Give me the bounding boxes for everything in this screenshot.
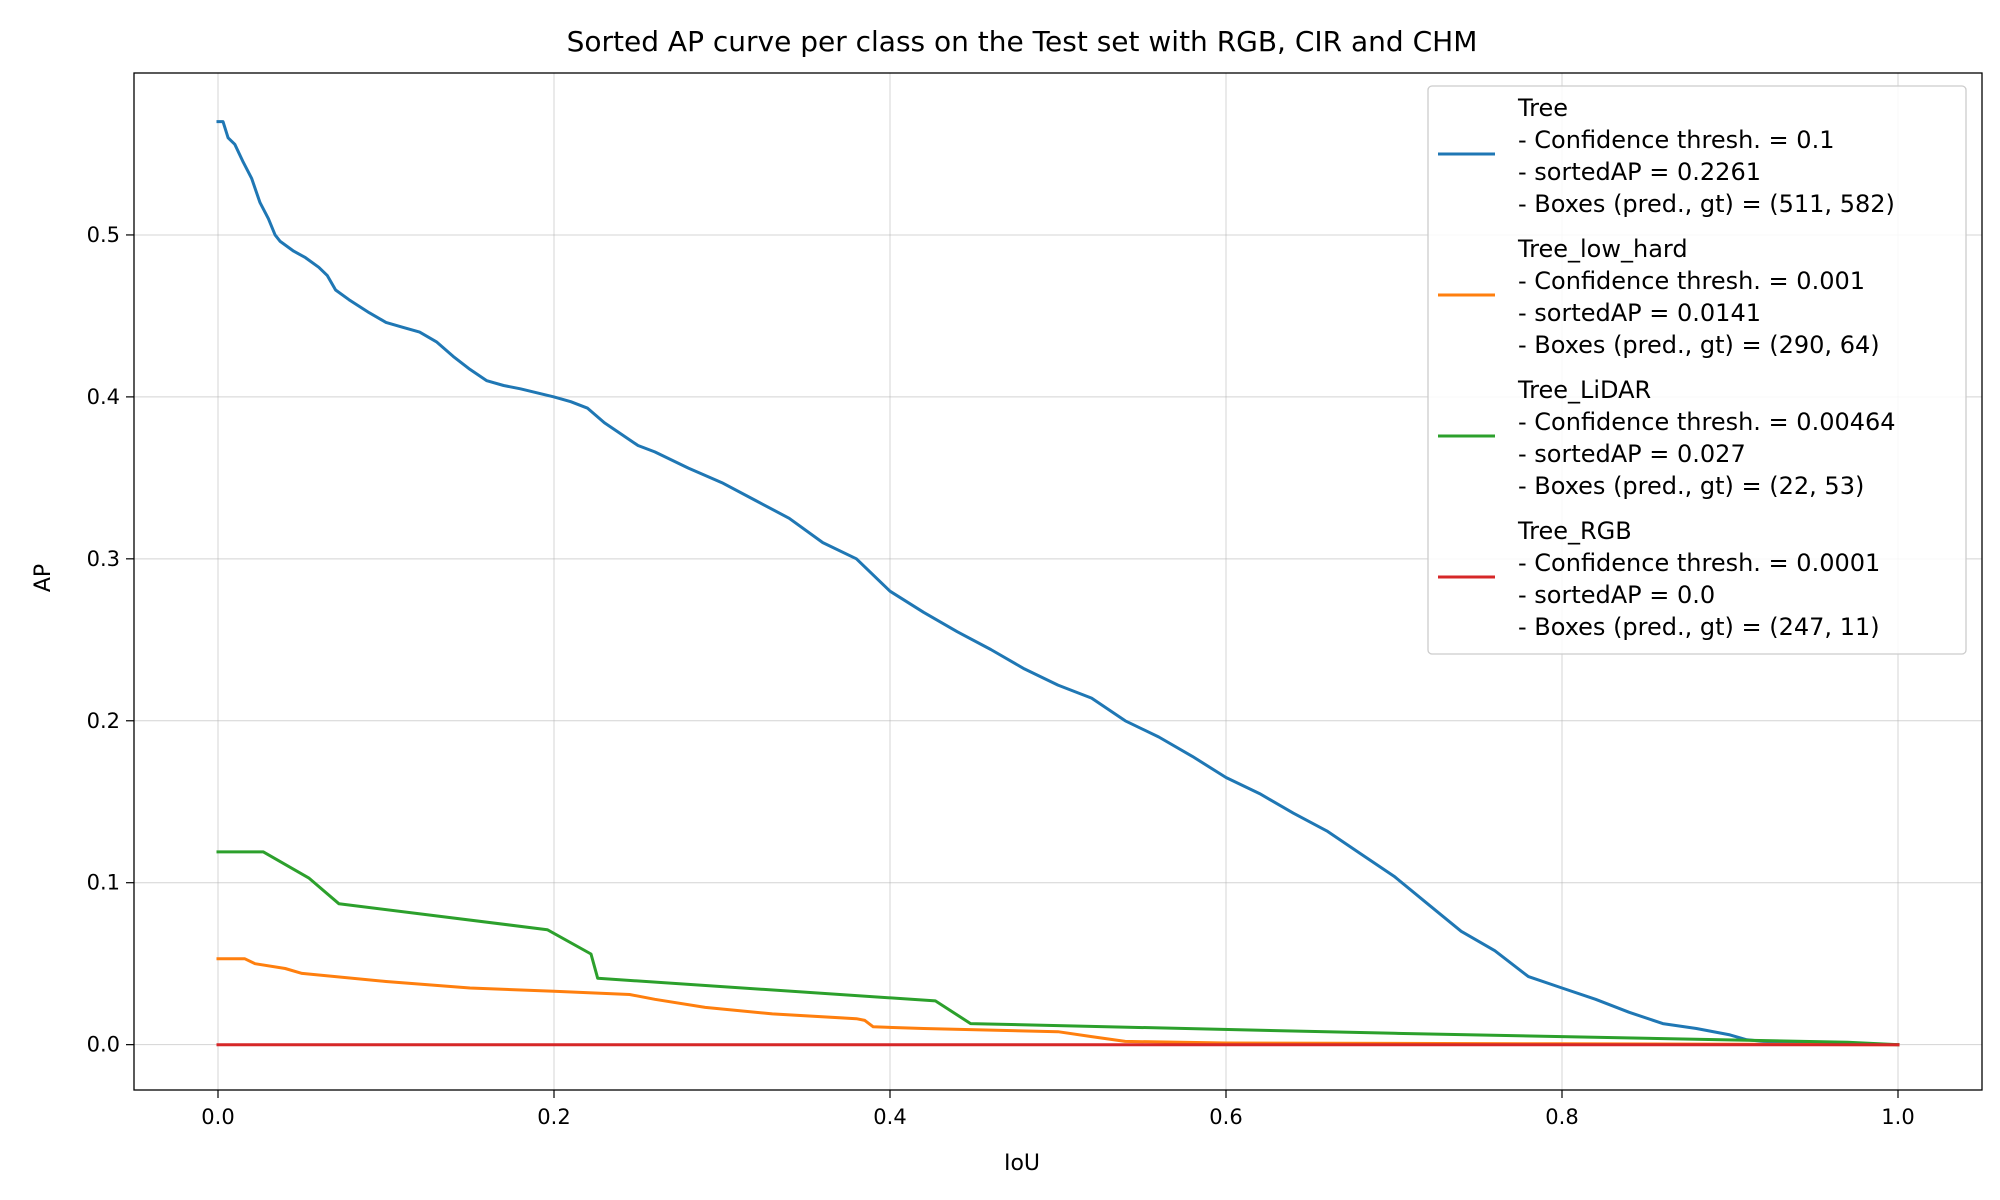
x-tick-label: 1.0	[1881, 1105, 1914, 1129]
axes-frame	[133, 72, 1983, 1091]
x-axis-label: IoU	[1004, 1151, 1040, 1176]
legend-entry-line: Tree_RGB	[1517, 517, 1632, 545]
legend: Tree - Confidence thresh. = 0.1 - sortedAP…	[1427, 85, 1967, 655]
legend-entry-line: - Confidence thresh. = 0.00464	[1518, 408, 1896, 436]
legend-entry-line: Tree_low_hard	[1517, 235, 1688, 263]
y-tick-label: 0.5	[87, 223, 120, 247]
y-axis-label: AP	[31, 564, 56, 592]
legend-entry-line: - Boxes (pred., gt) = (22, 53)	[1518, 472, 1864, 500]
series-line-tree-lidar	[216, 850, 1900, 1047]
x-tick-label: 0.2	[537, 1105, 570, 1129]
legend-entry-line: - sortedAP = 0.0141	[1518, 299, 1761, 327]
y-tick-label: 0.2	[87, 709, 120, 733]
legend-box	[1427, 85, 1967, 655]
legend-entry-line: - sortedAP = 0.027	[1518, 440, 1746, 468]
axes: 0.0 0.2 0.4 0.6 0.8 1.0 0.0 0.1 0.2 0.3 0.4 0.5	[87, 72, 1983, 1129]
x-tick-label: 0.0	[201, 1105, 234, 1129]
series-line-tree-low-hard	[216, 957, 1900, 1047]
y-tick-label: 0.4	[87, 385, 120, 409]
y-tick-label: 0.0	[87, 1033, 120, 1057]
legend-entry-line: - Boxes (pred., gt) = (511, 582)	[1518, 190, 1895, 218]
x-tick-label: 0.6	[1209, 1105, 1242, 1129]
y-tick-label: 0.3	[87, 547, 120, 571]
legend-entry-line: - Confidence thresh. = 0.0001	[1518, 549, 1880, 577]
plot-area	[216, 120, 1900, 1047]
legend-entry-line: - Confidence thresh. = 0.001	[1518, 267, 1865, 295]
legend-entry-line: - Boxes (pred., gt) = (290, 64)	[1518, 331, 1880, 359]
legend-entry-line: Tree	[1517, 94, 1568, 122]
legend-entry-line: - sortedAP = 0.0	[1518, 581, 1715, 609]
y-tick-label: 0.1	[87, 871, 120, 895]
legend-entry-line: Tree_LiDAR	[1517, 376, 1651, 404]
series-line-tree	[216, 120, 1900, 1047]
x-tick-label: 0.8	[1545, 1105, 1578, 1129]
legend-entry-line: - sortedAP = 0.2261	[1518, 158, 1761, 186]
legend-entry-line: - Confidence thresh. = 0.1	[1518, 126, 1834, 154]
x-tick-label: 0.4	[873, 1105, 906, 1129]
legend-entry-line: - Boxes (pred., gt) = (247, 11)	[1518, 613, 1880, 641]
chart-title: Sorted AP curve per class on the Test se…	[567, 25, 1478, 58]
